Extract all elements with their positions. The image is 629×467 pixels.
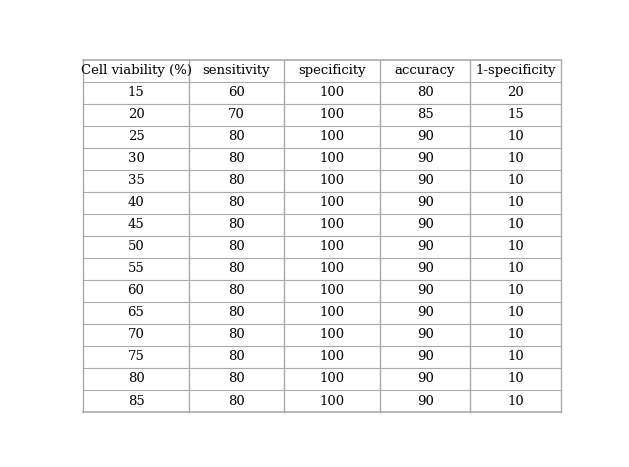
Text: 90: 90 (416, 174, 433, 187)
Text: 80: 80 (228, 350, 245, 363)
Text: 80: 80 (228, 152, 245, 165)
Text: 80: 80 (228, 219, 245, 231)
Text: 10: 10 (508, 196, 524, 209)
Text: 90: 90 (416, 219, 433, 231)
Text: 80: 80 (228, 373, 245, 385)
Text: 1-specificity: 1-specificity (476, 64, 556, 77)
Text: 10: 10 (508, 395, 524, 408)
Text: 80: 80 (228, 328, 245, 341)
Text: 10: 10 (508, 350, 524, 363)
Text: 100: 100 (320, 306, 345, 319)
Text: 75: 75 (128, 350, 145, 363)
Text: 90: 90 (416, 241, 433, 253)
Text: 55: 55 (128, 262, 145, 276)
Text: 10: 10 (508, 262, 524, 276)
Text: 65: 65 (128, 306, 145, 319)
Text: 90: 90 (416, 328, 433, 341)
Text: 15: 15 (128, 86, 145, 99)
Text: 90: 90 (416, 262, 433, 276)
Text: 80: 80 (228, 241, 245, 253)
Text: 45: 45 (128, 219, 145, 231)
Text: 90: 90 (416, 395, 433, 408)
Text: 30: 30 (128, 152, 145, 165)
Text: 40: 40 (128, 196, 145, 209)
Text: 100: 100 (320, 262, 345, 276)
Text: 100: 100 (320, 350, 345, 363)
Text: 90: 90 (416, 306, 433, 319)
Text: 25: 25 (128, 130, 145, 143)
Text: specificity: specificity (298, 64, 365, 77)
Text: 100: 100 (320, 86, 345, 99)
Text: 100: 100 (320, 108, 345, 121)
Text: 10: 10 (508, 130, 524, 143)
Text: 90: 90 (416, 350, 433, 363)
Text: 90: 90 (416, 196, 433, 209)
Text: 90: 90 (416, 152, 433, 165)
Text: 85: 85 (128, 395, 145, 408)
Text: 70: 70 (128, 328, 145, 341)
Text: 100: 100 (320, 174, 345, 187)
Text: 100: 100 (320, 241, 345, 253)
Text: 80: 80 (416, 86, 433, 99)
Text: 80: 80 (228, 284, 245, 297)
Text: 80: 80 (228, 306, 245, 319)
Text: 90: 90 (416, 130, 433, 143)
Text: 10: 10 (508, 241, 524, 253)
Text: 80: 80 (228, 395, 245, 408)
Text: 20: 20 (508, 86, 524, 99)
Text: 100: 100 (320, 152, 345, 165)
Text: 80: 80 (228, 262, 245, 276)
Text: 100: 100 (320, 130, 345, 143)
Text: 10: 10 (508, 152, 524, 165)
Text: 10: 10 (508, 174, 524, 187)
Text: 90: 90 (416, 373, 433, 385)
Text: 10: 10 (508, 328, 524, 341)
Text: 60: 60 (228, 86, 245, 99)
Text: 80: 80 (228, 130, 245, 143)
Text: 100: 100 (320, 219, 345, 231)
Text: 20: 20 (128, 108, 145, 121)
Text: accuracy: accuracy (395, 64, 455, 77)
Text: 100: 100 (320, 196, 345, 209)
Text: 100: 100 (320, 284, 345, 297)
Text: 80: 80 (128, 373, 145, 385)
Text: 10: 10 (508, 219, 524, 231)
Text: 10: 10 (508, 306, 524, 319)
Text: Cell viability (%): Cell viability (%) (81, 64, 192, 77)
Text: 50: 50 (128, 241, 145, 253)
Text: 70: 70 (228, 108, 245, 121)
Text: 15: 15 (508, 108, 524, 121)
Text: 10: 10 (508, 284, 524, 297)
Text: 100: 100 (320, 328, 345, 341)
Text: 100: 100 (320, 395, 345, 408)
Text: 85: 85 (416, 108, 433, 121)
Text: 60: 60 (128, 284, 145, 297)
Text: sensitivity: sensitivity (203, 64, 270, 77)
Text: 100: 100 (320, 373, 345, 385)
Text: 90: 90 (416, 284, 433, 297)
Text: 80: 80 (228, 174, 245, 187)
Text: 10: 10 (508, 373, 524, 385)
Text: 80: 80 (228, 196, 245, 209)
Text: 35: 35 (128, 174, 145, 187)
